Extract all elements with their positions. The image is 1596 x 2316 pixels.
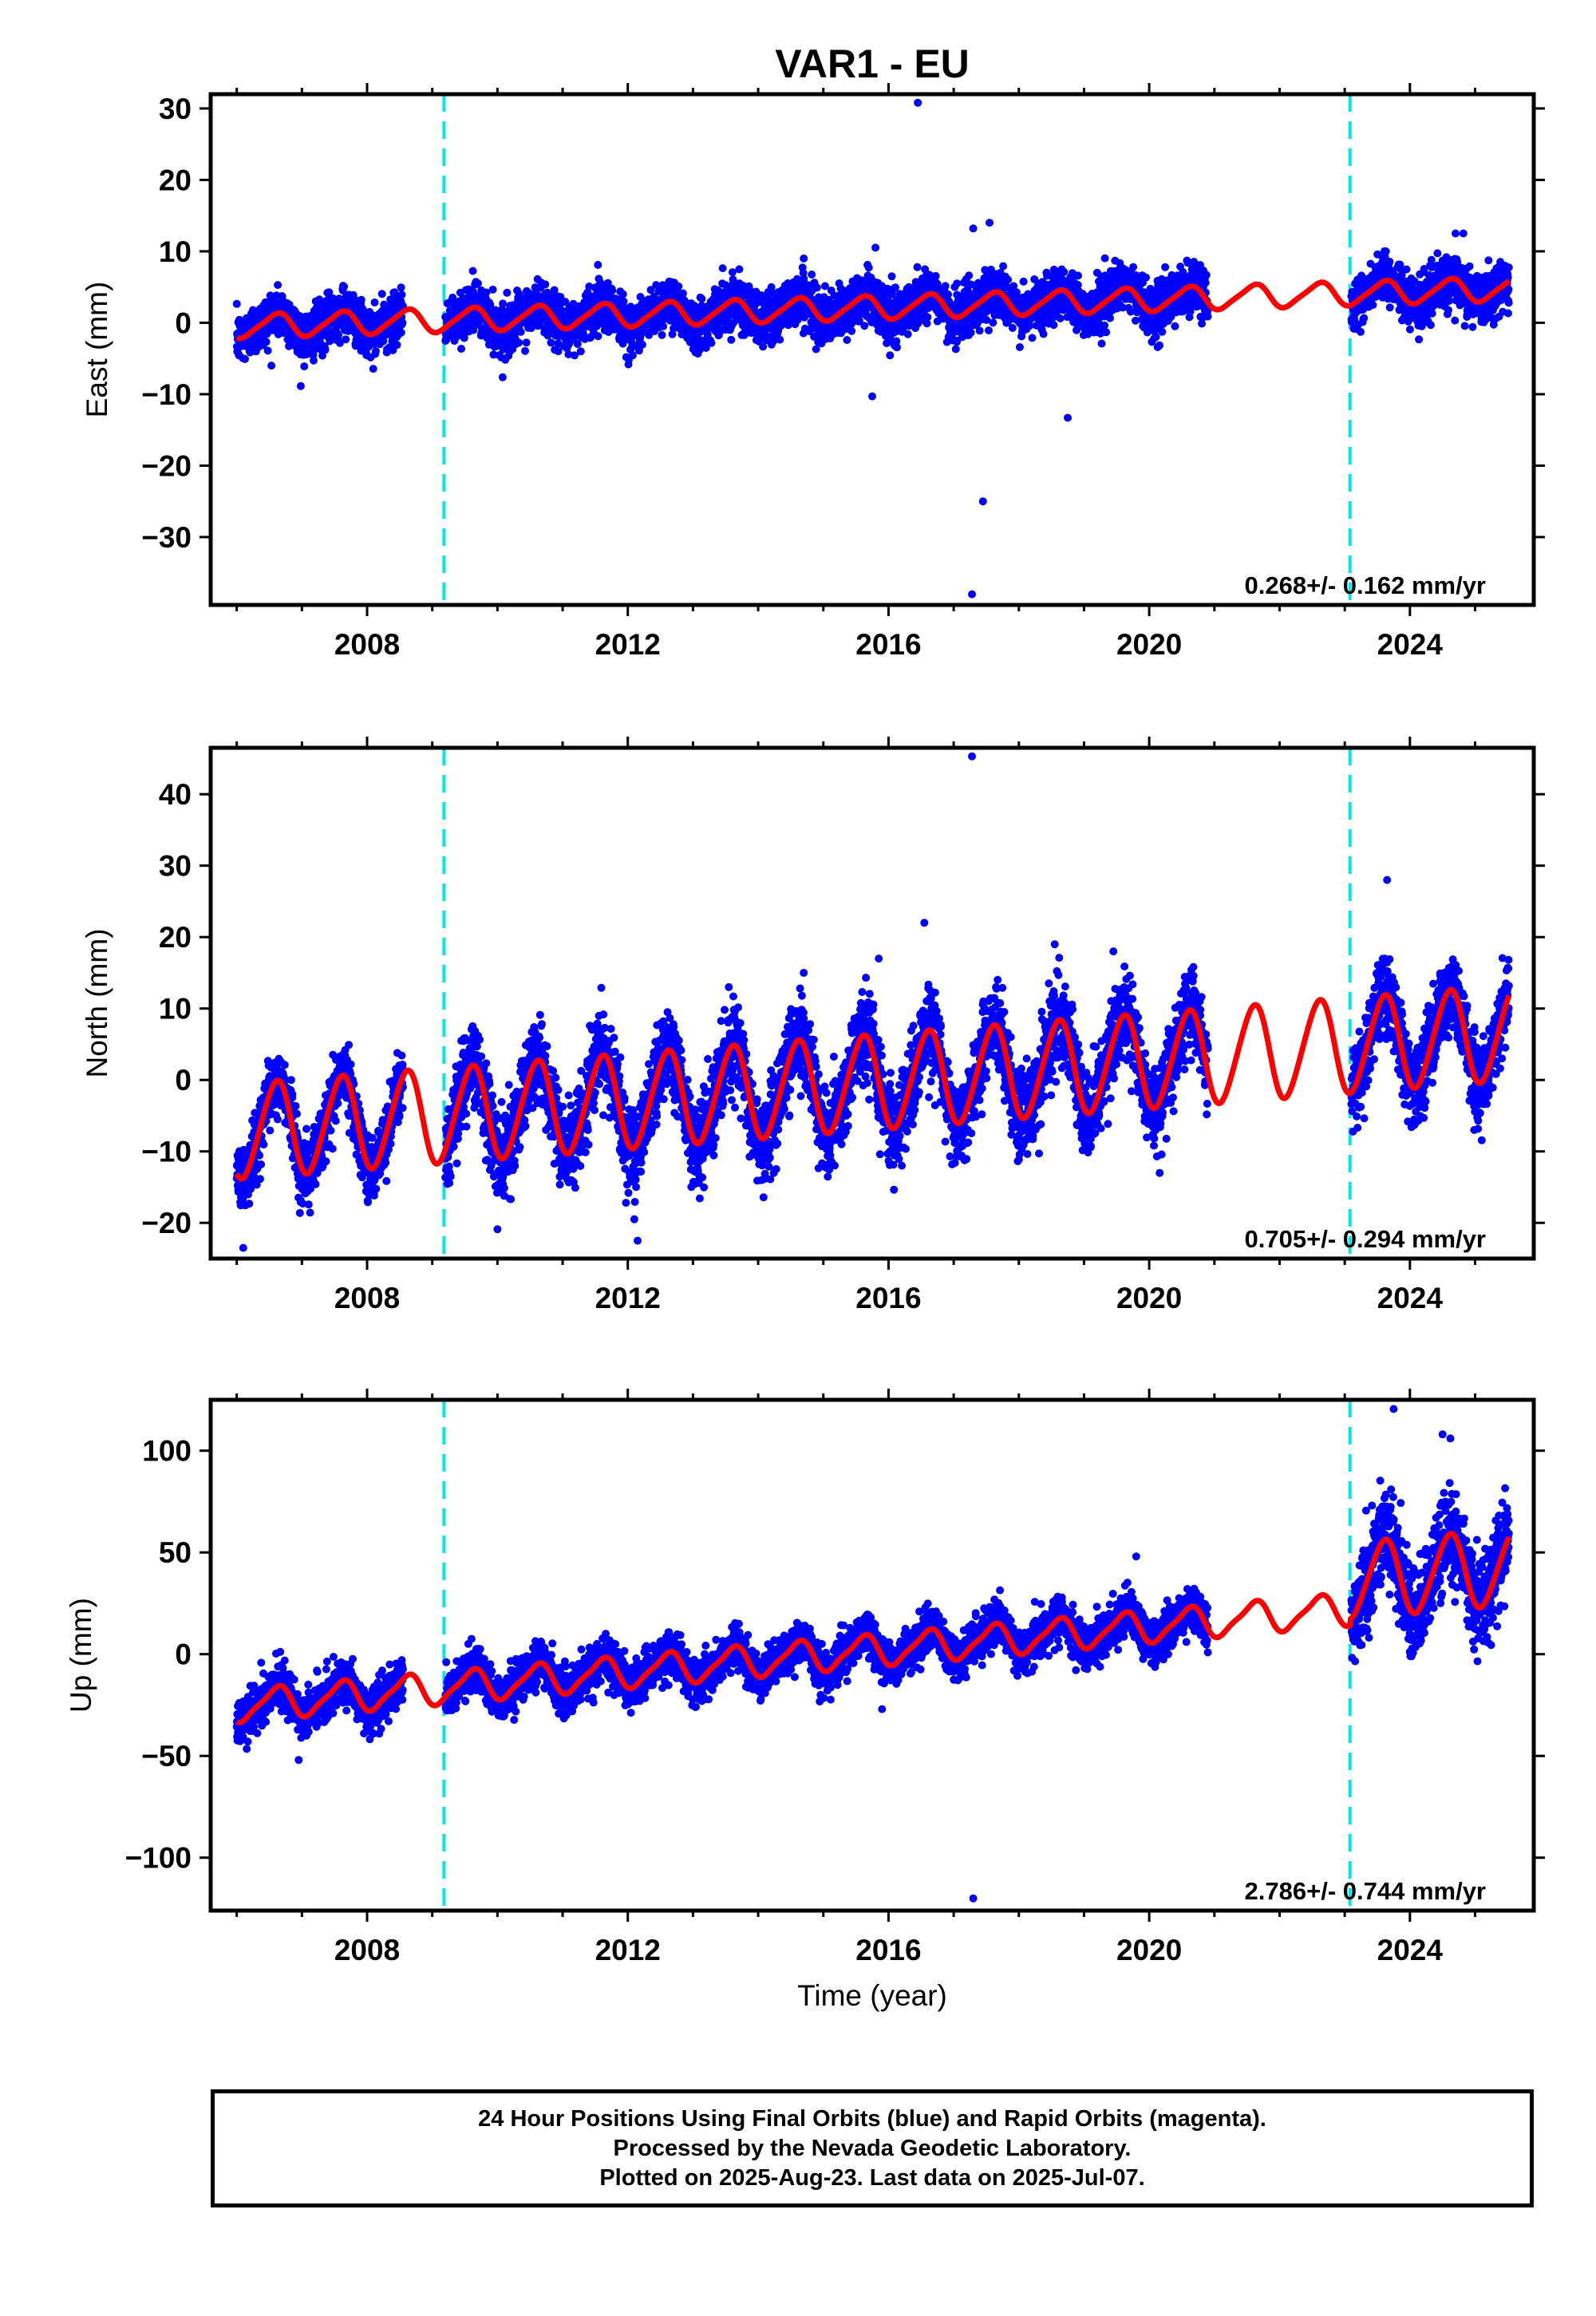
up-xtick-label: 2012: [595, 1934, 661, 1966]
north-xtick-label: 2012: [595, 1282, 661, 1314]
panel-east: −30 −20 −10 0 10 20 30 2008 2012 2016 2020 2024 East…: [81, 83, 1545, 661]
up-xtick-label: 2024: [1377, 1934, 1444, 1966]
up-velocity-label: 2.786+/- 0.744 mm/yr: [1245, 1877, 1486, 1905]
east-ytick-label: 10: [159, 235, 192, 268]
north-ytick-label: 40: [159, 778, 192, 811]
east-ytick-label: 30: [159, 93, 192, 125]
up-ylabel: Up (mm): [65, 1598, 97, 1713]
up-xtick-label: 2008: [334, 1934, 400, 1966]
up-model-fit: [235, 1531, 1512, 1725]
north-xtick-label: 2020: [1116, 1282, 1182, 1314]
panel-up: −100 −50 0 50 100 2008 2012 2016 2020 2024 Up (mm)…: [65, 1389, 1545, 1966]
x-axis-label: Time (year): [797, 1979, 947, 2012]
north-ytick-label: 20: [159, 921, 192, 954]
north-data-points: [232, 752, 1513, 1252]
east-velocity-label: 0.268+/- 0.162 mm/yr: [1245, 571, 1486, 599]
north-plot-frame: [208, 745, 1536, 1261]
up-xtick-label: 2020: [1116, 1934, 1182, 1966]
caption-line-2: Processed by the Nevada Geodetic Laborat…: [613, 2135, 1132, 2161]
caption-line-3: Plotted on 2025-Aug-23. Last data on 202…: [599, 2164, 1145, 2191]
north-ytick-label: 30: [159, 850, 192, 883]
up-ytick-label: 0: [175, 1638, 192, 1671]
figure-title: VAR1 - EU: [775, 41, 970, 86]
north-ylabel: North (mm): [81, 928, 113, 1077]
north-ytick-label: 10: [159, 993, 192, 1026]
panel-north: −20 −10 0 10 20 30 40 2008 2012 2016 2020 2024 North…: [81, 737, 1545, 1314]
north-scatter: [232, 752, 1513, 1252]
up-scatter: [232, 1405, 1513, 1903]
east-data-points: [232, 98, 1513, 599]
east-ylabel: East (mm): [81, 282, 113, 418]
north-xtick-label: 2024: [1377, 1282, 1444, 1314]
east-xtick-label: 2020: [1116, 628, 1182, 661]
east-ytick-label: −10: [141, 378, 192, 411]
east-model-fit: [235, 275, 1511, 342]
north-velocity-label: 0.705+/- 0.294 mm/yr: [1245, 1225, 1486, 1253]
caption-line-1: 24 Hour Positions Using Final Orbits (bl…: [478, 2105, 1266, 2132]
east-xtick-label: 2008: [334, 628, 400, 661]
up-ytick-label: 50: [159, 1536, 192, 1569]
east-plot-frame: [208, 92, 1536, 607]
up-xtick-label: 2016: [855, 1934, 921, 1966]
north-ytick-label: −20: [141, 1207, 192, 1239]
up-ytick-label: −50: [141, 1740, 192, 1773]
north-ytick-label: −10: [141, 1136, 192, 1168]
east-xtick-label: 2016: [855, 628, 921, 661]
up-ytick-label: −100: [125, 1842, 192, 1875]
north-model-fit: [234, 986, 1512, 1182]
up-data-points: [232, 1405, 1513, 1903]
east-ytick-label: −20: [141, 449, 192, 482]
east-xtick-label: 2012: [595, 628, 661, 661]
east-xtick-label: 2024: [1377, 628, 1444, 661]
east-ytick-label: 20: [159, 164, 192, 196]
east-scatter: [232, 98, 1513, 599]
east-ytick-label: −30: [141, 521, 192, 554]
north-xtick-label: 2016: [855, 1282, 921, 1314]
up-ytick-label: 100: [142, 1435, 192, 1468]
caption-box: 24 Hour Positions Using Final Orbits (bl…: [211, 2089, 1534, 2207]
north-ytick-label: 0: [175, 1064, 192, 1097]
east-ytick-label: 0: [175, 306, 192, 339]
north-xtick-label: 2008: [334, 1282, 400, 1314]
